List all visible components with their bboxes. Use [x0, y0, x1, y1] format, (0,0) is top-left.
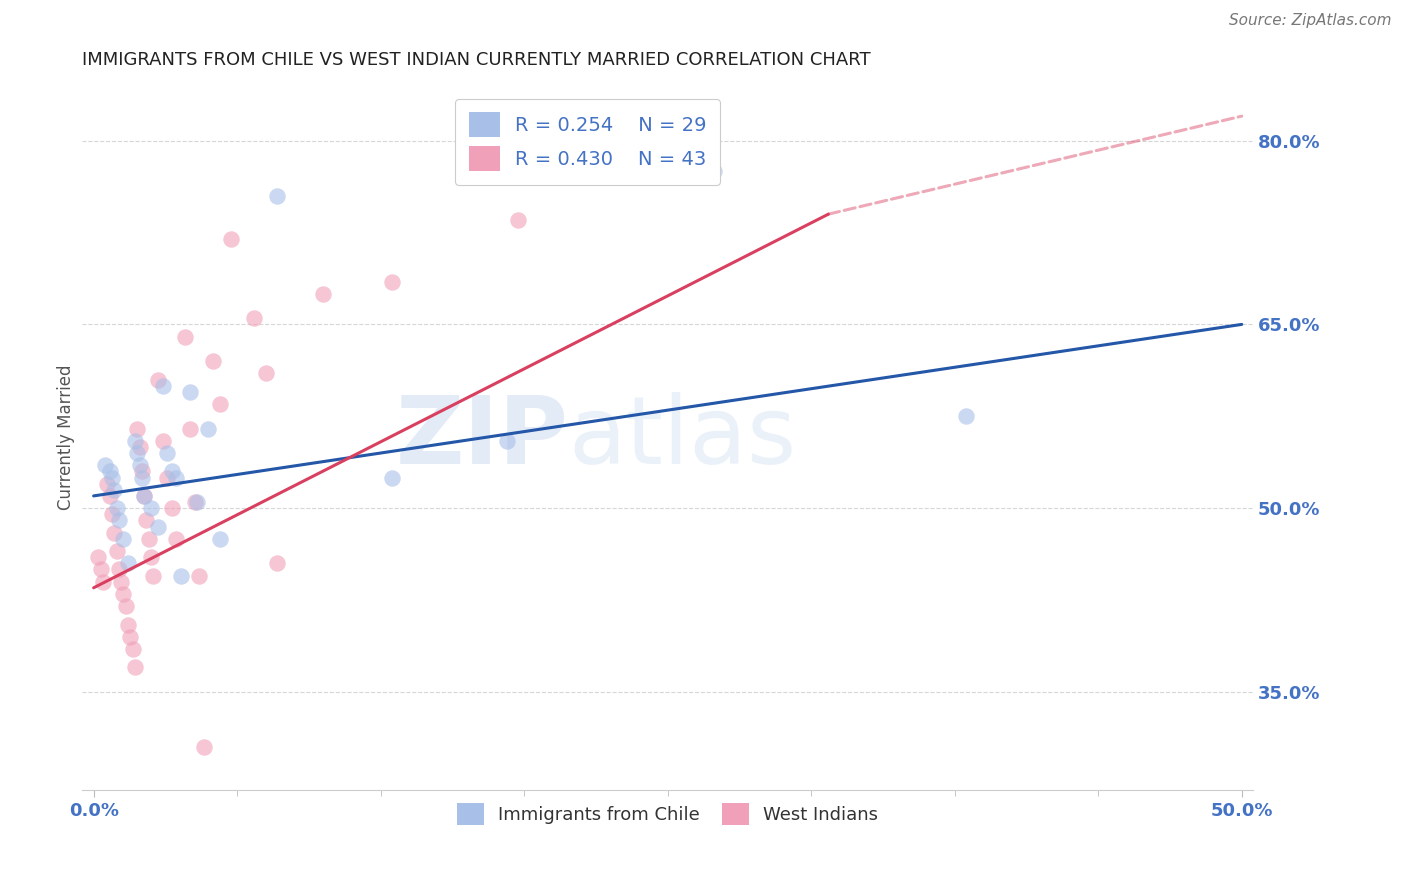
Point [131, 464, 153, 478]
Point [266, 188, 288, 202]
Point [156, 446, 179, 460]
Point [197, 421, 219, 435]
Point [202, 354, 225, 368]
Point [165, 532, 187, 546]
Point [98, 489, 121, 503]
Point [243, 311, 266, 326]
Point [146, 519, 169, 533]
Point [108, 513, 131, 527]
Point [131, 470, 153, 484]
Point [98, 464, 121, 478]
Point [508, 213, 530, 227]
Point [183, 495, 205, 509]
Text: atlas: atlas [568, 392, 796, 483]
Point [381, 275, 404, 289]
Legend: Immigrants from Chile, West Indians: Immigrants from Chile, West Indians [449, 794, 887, 834]
Point [312, 286, 335, 301]
Point [87, 550, 110, 565]
Point [142, 568, 165, 582]
Point [128, 440, 150, 454]
Point [105, 544, 128, 558]
Point [188, 568, 211, 582]
Point [101, 508, 124, 522]
Point [108, 562, 131, 576]
Point [127, 446, 149, 460]
Point [254, 367, 277, 381]
Text: ZIP: ZIP [395, 392, 568, 483]
Point [156, 470, 179, 484]
Point [208, 397, 231, 411]
Point [186, 495, 208, 509]
Point [174, 329, 197, 343]
Point [114, 599, 136, 614]
Point [170, 568, 193, 582]
Point [266, 556, 288, 570]
Point [703, 164, 725, 178]
Point [134, 489, 156, 503]
Point [160, 501, 183, 516]
Point [89, 562, 111, 576]
Point [135, 513, 157, 527]
Point [103, 525, 125, 540]
Point [221, 232, 243, 246]
Point [94, 458, 117, 473]
Y-axis label: Currently Married: Currently Married [58, 365, 75, 510]
Point [152, 434, 174, 448]
Point [955, 409, 977, 424]
Point [117, 617, 139, 632]
Point [160, 464, 183, 478]
Point [193, 739, 215, 754]
Point [139, 550, 162, 565]
Point [117, 556, 139, 570]
Point [138, 532, 160, 546]
Point [146, 372, 169, 386]
Point [128, 458, 150, 473]
Point [124, 434, 146, 448]
Point [121, 642, 143, 657]
Point [110, 574, 132, 589]
Point [101, 470, 124, 484]
Point [496, 434, 519, 448]
Point [179, 421, 201, 435]
Point [91, 574, 114, 589]
Point [124, 660, 146, 674]
Text: Source: ZipAtlas.com: Source: ZipAtlas.com [1229, 13, 1392, 29]
Point [165, 470, 187, 484]
Point [120, 630, 142, 644]
Point [96, 476, 118, 491]
Point [112, 587, 135, 601]
Text: IMMIGRANTS FROM CHILE VS WEST INDIAN CURRENTLY MARRIED CORRELATION CHART: IMMIGRANTS FROM CHILE VS WEST INDIAN CUR… [82, 51, 870, 69]
Point [381, 470, 404, 484]
Point [134, 489, 156, 503]
Point [127, 421, 149, 435]
Point [105, 501, 128, 516]
Point [139, 501, 162, 516]
Point [103, 483, 125, 497]
Point [179, 384, 201, 399]
Point [208, 532, 231, 546]
Point [112, 532, 135, 546]
Point [152, 378, 174, 392]
